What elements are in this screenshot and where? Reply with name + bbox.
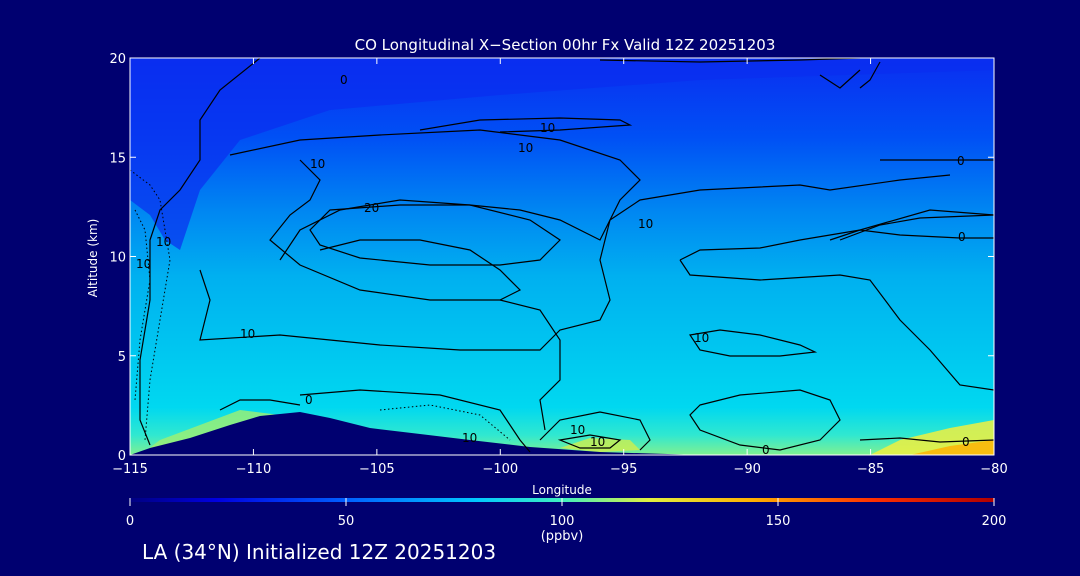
- x-axis: −115 −110 −105 −100 −95 −90 −85 −80: [112, 58, 1008, 477]
- colorbar-tick-label: 150: [766, 514, 791, 529]
- contour-label: 0: [762, 443, 770, 457]
- x-tick-label: −115: [112, 462, 148, 477]
- x-tick-label: −110: [236, 462, 272, 477]
- y-tick-label: 10: [109, 251, 126, 266]
- y-tick-label: 5: [118, 350, 126, 365]
- contour-label: 10: [136, 257, 151, 271]
- y-tick-label: 0: [118, 449, 126, 464]
- contour-label: 0: [962, 435, 970, 449]
- colorbar-tick-label: 0: [126, 514, 134, 529]
- y-tick-label: 15: [109, 151, 126, 166]
- x-tick-label: −100: [482, 462, 518, 477]
- colorbar-ticks: 0 50 100 150 200: [126, 498, 1007, 529]
- colorbar-tick-label: 50: [338, 514, 355, 529]
- y-axis-label: Altitude (km): [86, 219, 100, 298]
- x-axis-label: Longitude: [532, 483, 592, 497]
- terrain: [130, 412, 994, 455]
- y-axis: 0 5 10 15 20: [109, 52, 994, 464]
- contour-label: 10: [156, 235, 171, 249]
- contour-lines: [139, 58, 994, 453]
- plot-area: 0 10 10 10 20 10 10 10 0 0 10 10 10 0 0 …: [130, 58, 994, 457]
- x-tick-label: −105: [359, 462, 395, 477]
- x-tick-label: −95: [610, 462, 637, 477]
- x-tick-label: −85: [857, 462, 884, 477]
- footer-caption: LA (34°N) Initialized 12Z 20251203: [142, 540, 497, 564]
- contour-label: 10: [310, 157, 325, 171]
- contour-label: 0: [958, 230, 966, 244]
- contour-label: 10: [638, 217, 653, 231]
- co-field-lobe: [130, 58, 994, 250]
- contour-label: 10: [570, 423, 585, 437]
- contour-label: 0: [305, 393, 313, 407]
- contour-label: 10: [540, 121, 555, 135]
- contour-lines-dotted: [130, 169, 511, 441]
- contour-label: 10: [240, 327, 255, 341]
- contour-labels: 0 10 10 10 20 10 10 10 0 0 10 10 10 0 0 …: [136, 73, 970, 457]
- chart-title: CO Longitudinal X−Section 00hr Fx Valid …: [355, 36, 776, 54]
- contour-label: 10: [694, 331, 709, 345]
- x-tick-label: −80: [980, 462, 1007, 477]
- contour-label: 10: [590, 435, 605, 449]
- colorbar-tick-label: 100: [550, 514, 575, 529]
- colorbar-tick-label: 200: [982, 514, 1007, 529]
- colorbar-unit: (ppbv): [541, 529, 584, 544]
- surface-plume-east-core: [910, 440, 994, 455]
- contour-label: 10: [518, 141, 533, 155]
- contour-label: 0: [340, 73, 348, 87]
- x-tick-label: −90: [733, 462, 760, 477]
- contour-label: 10: [462, 431, 477, 445]
- colorbar: 0 50 100 150 200 (ppbv): [126, 498, 1007, 544]
- contour-label: 0: [957, 154, 965, 168]
- contour-label: 20: [364, 201, 379, 215]
- y-tick-label: 20: [109, 52, 126, 67]
